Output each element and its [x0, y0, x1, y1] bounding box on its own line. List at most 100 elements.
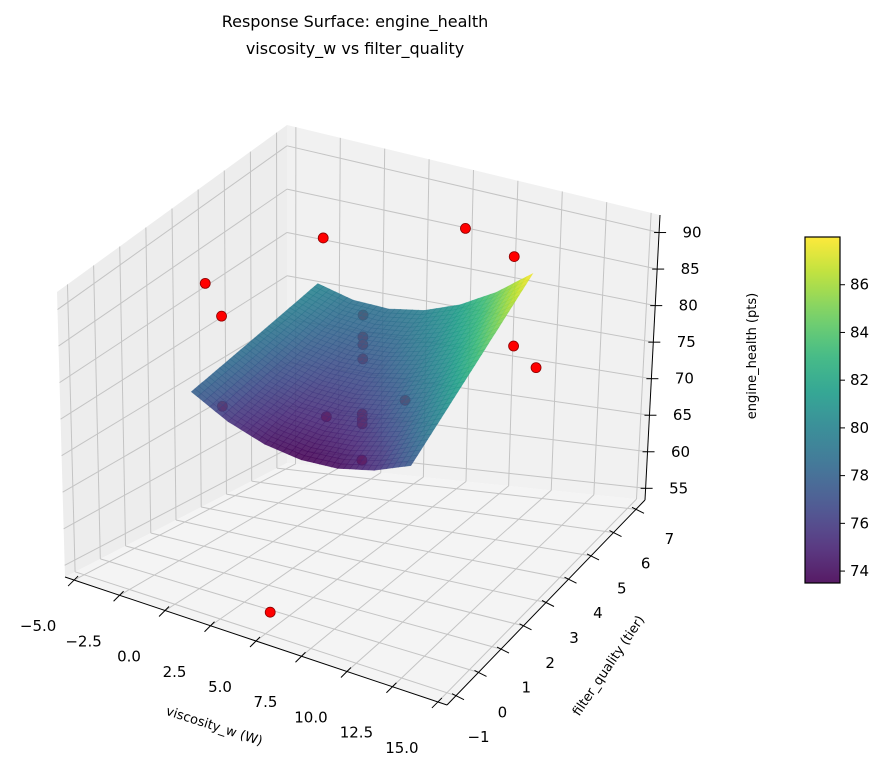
colorbar-tick-label: 78 [850, 467, 869, 485]
y-tick-mark [631, 506, 645, 514]
back-grid-z [286, 188, 658, 270]
tick-labels: −5.0−2.50.02.55.07.510.012.515.0−1012345… [20, 224, 702, 757]
observation-point [508, 251, 520, 262]
floor-grid-y [150, 532, 524, 627]
y-tick-label: 3 [569, 629, 579, 647]
x-tick-mark [386, 682, 397, 694]
y-tick-label: 0 [498, 703, 508, 721]
y-tick-label: 2 [545, 654, 555, 672]
x-tick-mark [113, 590, 124, 602]
y-tick-mark [586, 553, 600, 561]
x-tick-mark [431, 697, 443, 709]
response-surface [190, 272, 534, 471]
z-tick-label: 80 [679, 297, 698, 315]
back-grid-z [286, 231, 656, 307]
z-axis-line [644, 214, 661, 501]
surface-patch [404, 460, 415, 467]
z-tick-label: 55 [669, 479, 688, 497]
colorbar: 74 76 78 80 82 84 86 [804, 236, 869, 584]
colorbar-tick-label: 80 [850, 419, 869, 437]
x-tick-mark [67, 575, 79, 587]
z-tick-label: 70 [675, 370, 694, 388]
back-grid-x [635, 212, 652, 500]
x-tick-label: 10.0 [294, 708, 327, 726]
y-tick-label: 7 [665, 530, 675, 548]
x-tick-mark [158, 606, 170, 617]
left-grid-y [171, 208, 177, 521]
x-tick-mark [204, 621, 215, 633]
z-tick-label: 85 [681, 260, 700, 278]
x-tick-label: 0.0 [117, 648, 141, 666]
y-tick-mark [564, 576, 577, 584]
z-tick-label: 65 [673, 406, 692, 424]
chart-title-line-2: viscosity_w vs filter_quality [245, 39, 465, 58]
left-grid-y [145, 227, 152, 533]
observation-point [199, 277, 211, 289]
left-grid-z [59, 232, 288, 384]
observation-point [530, 362, 542, 374]
floor-grid-y [100, 558, 479, 673]
colorbar-tick-label: 82 [850, 371, 869, 389]
axis-lines [64, 214, 667, 709]
back-grid-x [508, 180, 519, 486]
floor-grid-y [201, 506, 569, 580]
left-wall-pane [57, 125, 287, 577]
left-grid-z [57, 145, 288, 310]
left-grid-z [61, 318, 288, 457]
y-tick-label: 6 [641, 555, 651, 573]
left-grid-y [197, 189, 202, 508]
y-tick-label: −1 [467, 728, 489, 746]
left-grid-y [93, 265, 101, 559]
observation-point [317, 232, 329, 244]
left-grid-z [64, 448, 288, 566]
x-tick-label: 5.0 [208, 678, 232, 696]
x-tick-mark [295, 651, 306, 663]
y-tick-mark [496, 646, 510, 654]
left-grid-y [119, 246, 127, 546]
x-tick-mark [249, 636, 261, 648]
observation-point [460, 223, 471, 234]
z-tick-label: 90 [683, 224, 702, 242]
z-tick-label: 75 [677, 333, 696, 351]
colorbar-tick-label: 86 [850, 276, 869, 294]
floor-grid-y [276, 467, 637, 510]
left-grid-z [58, 188, 288, 347]
x-tick-label: −5.0 [20, 617, 56, 635]
floor-grid-y [175, 519, 547, 603]
y-tick-label: 4 [593, 604, 603, 622]
left-grid-z [60, 275, 288, 420]
x-axis-label: viscosity_w (W) [164, 704, 264, 749]
y-tick-mark [474, 669, 487, 677]
z-axis-label: engine_health (pts) [745, 293, 760, 419]
x-tick-label: 12.5 [340, 724, 373, 742]
observation-point [508, 340, 519, 352]
chart-title-line-1: Response Surface: engine_health [221, 12, 489, 31]
floor-grid-y [125, 545, 502, 650]
x-tick-mark [340, 667, 352, 678]
observation-point [264, 606, 276, 618]
x-tick-label: 7.5 [254, 693, 278, 711]
y-tick-mark [609, 530, 622, 538]
floor-grid-y [74, 571, 457, 697]
y-tick-mark [541, 600, 555, 607]
left-grid-y [66, 284, 76, 572]
left-grid-y [223, 170, 227, 495]
y-tick-label: 1 [521, 679, 531, 697]
y-axis-label: filter_quality (tier) [570, 613, 648, 719]
y-tick-mark [519, 623, 532, 631]
colorbar-tick-label: 74 [850, 562, 869, 580]
y-tick-mark [451, 693, 465, 701]
z-tick-label: 60 [671, 443, 690, 461]
colorbar-tick-label: 84 [850, 323, 869, 341]
colorbar-gradient [804, 236, 841, 584]
x-tick-label: 2.5 [163, 663, 187, 681]
x-tick-label: 15.0 [385, 739, 418, 757]
back-grid-x [550, 191, 563, 491]
back-grid-z [286, 145, 660, 234]
floor-grid-y [251, 480, 614, 534]
observation-point [216, 310, 227, 322]
colorbar-tick-label: 76 [850, 514, 869, 532]
y-tick-label: 5 [617, 579, 627, 597]
floor-grid-y [226, 493, 592, 557]
